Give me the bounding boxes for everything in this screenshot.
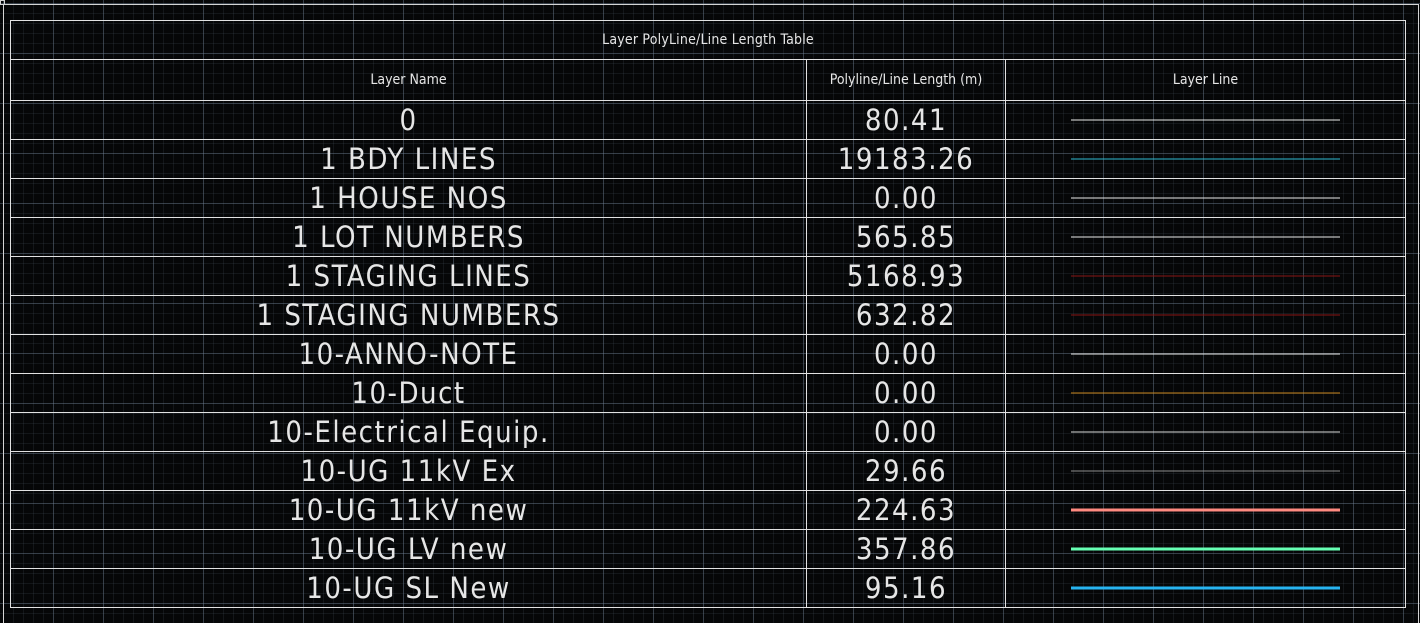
layer-length-cell: 357.86 [806, 529, 1006, 569]
layer-length-cell: 95.16 [806, 568, 1006, 608]
layer-name-cell: 10-UG 11kV new [10, 490, 807, 530]
table-row: 10-Duct 0.00 [10, 373, 1406, 413]
table-row: 10-UG SL New 95.16 [10, 568, 1406, 608]
table-row: 0 80.41 [10, 100, 1406, 140]
layer-line-swatch [1071, 197, 1340, 199]
table-title-row: Layer PolyLine/Line Length Table [10, 20, 1406, 60]
layer-line-cell [1005, 334, 1406, 374]
layer-line-cell [1005, 100, 1406, 140]
layer-length-table[interactable]: Layer PolyLine/Line Length Table Layer N… [10, 20, 1406, 608]
layer-name-cell: 10-UG 11kV Ex [10, 451, 807, 491]
layer-line-swatch [1071, 547, 1340, 551]
layer-length-cell: 632.82 [806, 295, 1006, 335]
layer-length-cell: 224.63 [806, 490, 1006, 530]
layer-length-cell: 0.00 [806, 334, 1006, 374]
layer-line-swatch [1071, 236, 1340, 238]
layer-length-cell: 5168.93 [806, 256, 1006, 296]
table-row: 1 STAGING LINES 5168.93 [10, 256, 1406, 296]
layer-line-swatch [1071, 392, 1340, 394]
layer-length-cell: 29.66 [806, 451, 1006, 491]
layer-name-cell: 1 HOUSE NOS [10, 178, 807, 218]
layer-line-cell [1005, 451, 1406, 491]
table-row: 1 BDY LINES 19183.26 [10, 139, 1406, 179]
layer-name-cell: 1 BDY LINES [10, 139, 807, 179]
layer-line-swatch [1071, 470, 1340, 472]
layer-line-cell [1005, 217, 1406, 257]
ucs-corner-marker [0, 0, 5, 5]
table-row: 10-UG LV new 357.86 [10, 529, 1406, 569]
layer-line-swatch [1071, 158, 1340, 160]
layer-name-cell: 10-UG LV new [10, 529, 807, 569]
layer-line-cell [1005, 568, 1406, 608]
layer-length-cell: 80.41 [806, 100, 1006, 140]
table-row: 1 STAGING NUMBERS 632.82 [10, 295, 1406, 335]
layer-name-cell: 10-Electrical Equip. [10, 412, 807, 452]
layer-name-cell: 1 STAGING NUMBERS [10, 295, 807, 335]
layer-line-swatch [1071, 431, 1340, 433]
layer-line-swatch [1071, 314, 1340, 316]
layer-name-cell: 10-ANNO-NOTE [10, 334, 807, 374]
table-row: 10-Electrical Equip. 0.00 [10, 412, 1406, 452]
layer-line-cell [1005, 412, 1406, 452]
layer-line-cell [1005, 490, 1406, 530]
layer-line-swatch [1071, 119, 1340, 121]
table-row: 1 HOUSE NOS 0.00 [10, 178, 1406, 218]
header-length: Polyline/Line Length (m) [806, 59, 1006, 101]
layer-length-cell: 565.85 [806, 217, 1006, 257]
layer-line-swatch [1071, 508, 1340, 512]
layer-name-cell: 0 [10, 100, 807, 140]
table-row: 10-UG 11kV Ex 29.66 [10, 451, 1406, 491]
layer-line-swatch [1071, 586, 1340, 590]
layer-length-cell: 0.00 [806, 373, 1006, 413]
layer-length-cell: 19183.26 [806, 139, 1006, 179]
layer-line-cell [1005, 139, 1406, 179]
table-row: 10-ANNO-NOTE 0.00 [10, 334, 1406, 374]
header-layer-line: Layer Line [1005, 59, 1406, 101]
layer-line-cell [1005, 373, 1406, 413]
layer-line-cell [1005, 256, 1406, 296]
header-layer-name: Layer Name [10, 59, 807, 101]
table-row: 1 LOT NUMBERS 565.85 [10, 217, 1406, 257]
layer-line-cell [1005, 178, 1406, 218]
layer-name-cell: 10-Duct [10, 373, 807, 413]
layer-line-swatch [1071, 353, 1340, 355]
layer-name-cell: 1 LOT NUMBERS [10, 217, 807, 257]
layer-name-cell: 1 STAGING LINES [10, 256, 807, 296]
layer-line-cell [1005, 529, 1406, 569]
layer-length-cell: 0.00 [806, 178, 1006, 218]
layer-line-swatch [1071, 275, 1340, 277]
table-header-row: Layer Name Polyline/Line Length (m) Laye… [10, 59, 1406, 101]
layer-length-cell: 0.00 [806, 412, 1006, 452]
layer-line-cell [1005, 295, 1406, 335]
drawing-frame [3, 4, 1419, 623]
table-row: 10-UG 11kV new 224.63 [10, 490, 1406, 530]
layer-name-cell: 10-UG SL New [10, 568, 807, 608]
table-title: Layer PolyLine/Line Length Table [10, 20, 1406, 60]
